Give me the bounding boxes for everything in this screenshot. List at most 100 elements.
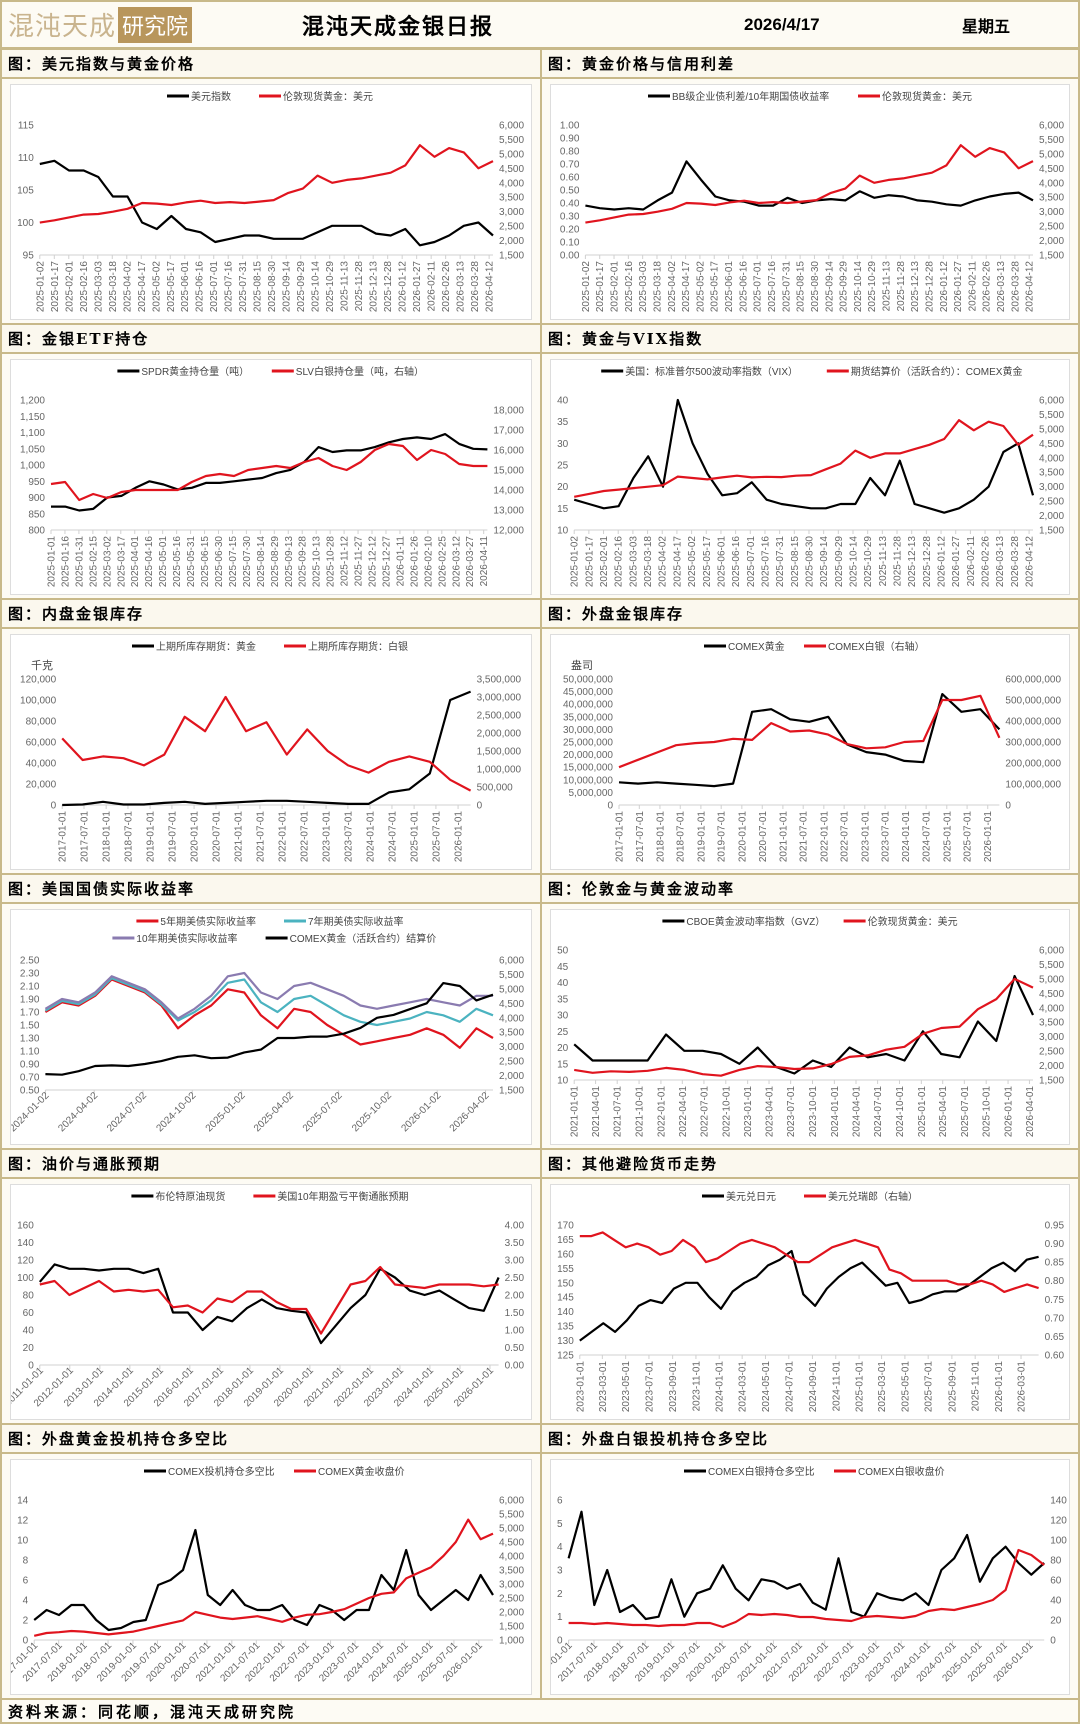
x-axis-tick-label: 2026-02-11: [967, 261, 978, 312]
x-axis-tick-label: 2025-07-16: [760, 536, 771, 588]
x-axis-tick-label: 2025-10-29: [863, 536, 874, 588]
series-line: [33, 1518, 494, 1637]
section-title: 图：黄金价格与信用利差: [542, 50, 1078, 79]
right-axis-tick-label: 3.00: [505, 1256, 525, 1267]
series-line: [567, 1510, 1045, 1621]
left-axis-tick-label: 20,000: [26, 780, 57, 791]
left-axis-tick-label: 45: [557, 962, 569, 973]
x-axis-tick-label: 2024-11-01: [831, 1361, 842, 1412]
right-axis-tick-label: 0.80: [1045, 1276, 1065, 1287]
right-axis-tick-label: 0.75: [1045, 1295, 1065, 1306]
right-axis-tick-label: 0.90: [1045, 1239, 1065, 1250]
left-axis-tick-label: 165: [557, 1235, 574, 1246]
x-axis-tick-label: 2025-09-14: [824, 261, 835, 313]
section-title: 图：其他避险货币走势: [542, 1150, 1078, 1179]
x-axis-tick-label: 2026-03-13: [996, 261, 1007, 313]
legend-label: COMEX白银（右轴）: [828, 640, 925, 653]
x-axis-tick-label: 2025-06-16: [195, 261, 206, 313]
x-axis-tick-label: 2025-10-14: [311, 261, 322, 313]
x-axis-tick-label: 2021-01-01: [778, 811, 789, 863]
x-axis-tick-label: 2025-12-13: [907, 536, 918, 588]
line-chart: BB级企业债利差/10年期国债收益率 伦敦现货黄金：美元 0.00 0.10 0.20 0…: [560, 90, 1065, 313]
x-axis-tick-label: 2025-08-15: [253, 261, 264, 313]
x-axis-tick-label: 2025-09-28: [298, 536, 309, 588]
chart-panel: COMEX白银持仓多空比 COMEX白银收盘价 0 1 2 3 4 5 6 0 20 40 60 80 10…: [550, 1459, 1070, 1695]
chart-section: 图：黄金价格与信用利差 BB级企业债利差/10年期国债收益率 伦敦现货黄金：美元 0.…: [542, 50, 1078, 325]
x-axis-tick-label: 2025-08-14: [256, 536, 267, 588]
left-axis-tick-label: 20: [557, 482, 569, 493]
x-axis-tick-label: 2025-01-17: [50, 261, 61, 313]
left-axis-tick-label: 10: [557, 526, 569, 537]
right-axis-tick-label: 4,000: [499, 1552, 524, 1563]
x-axis-tick-label: 2025-07-31: [775, 536, 786, 588]
left-axis-tick-label: 0.90: [20, 1060, 40, 1071]
chart-grid: 图：美元指数与黄金价格 美元指数 伦敦现货黄金：美元 95 100 105 110 115 1,…: [2, 50, 1078, 1700]
x-axis-tick-label: 2025-12-13: [910, 261, 921, 313]
right-axis-tick-label: 2,000: [499, 1608, 524, 1619]
x-axis-tick-label: 2022-01-01: [819, 811, 830, 863]
x-axis-tick-label: 2025-03-03: [628, 536, 639, 588]
section-title: 图：油价与通胀预期: [2, 1150, 540, 1179]
logo: 混沌天成 研究院: [2, 3, 207, 47]
x-axis-tick-label: 2025-08-30: [810, 261, 821, 313]
line-chart: COMEX白银持仓多空比 COMEX白银收盘价012345602040608010…: [551, 1465, 1067, 1684]
x-axis-tick-label: 2021-10-01: [635, 1086, 646, 1138]
x-axis-tick-label: 2025-06-01: [180, 261, 191, 313]
right-axis-tick-label: 17,000: [493, 426, 524, 437]
x-axis-tick-label: 2024-09-01: [808, 1361, 819, 1413]
x-axis-tick-label: 2025-10-02: [350, 1090, 394, 1134]
right-axis-tick-label: 3,500,000: [477, 675, 522, 686]
left-axis-tick-label: 80: [23, 1291, 35, 1302]
x-axis-tick-label: 2025-01-31: [74, 536, 85, 588]
left-axis-tick-label: 50,000,000: [563, 675, 613, 686]
right-axis-tick-label: 4,000: [1039, 1003, 1064, 1014]
right-axis-tick-label: 5,000: [499, 149, 524, 160]
x-axis-tick-label: 2025-03-03: [638, 261, 649, 313]
left-axis-tick-label: 125: [557, 1351, 574, 1362]
chart-section: 图：黄金与VIX指数 美国：标准普尔500波动率指数（VIX） 期货结算价（活跃合约…: [542, 325, 1078, 600]
x-axis-tick-label: 2026-04-01: [1025, 1086, 1036, 1138]
chart-panel: 美元指数 伦敦现货黄金：美元 95 100 105 110 115 1,500 2,000 2,5…: [10, 84, 532, 320]
x-axis-tick-label: 2025-07-01: [431, 811, 442, 863]
right-axis-tick-label: 2,500: [499, 1594, 524, 1605]
source-footer: 资料来源：同花顺，混沌天成研究院: [8, 1703, 297, 1721]
x-axis-tick-label: 2024-10-02: [154, 1090, 198, 1134]
x-axis-tick-label: 2021-07-01: [799, 811, 810, 863]
right-axis-tick-label: 200,000,000: [1005, 759, 1061, 770]
x-axis-tick-label: 2026-02-25: [437, 536, 448, 588]
x-axis-tick-label: 2020-07-01: [758, 811, 769, 863]
x-axis-tick-label: 2025-04-17: [137, 261, 148, 313]
x-axis-tick-label: 2022-07-01: [840, 811, 851, 863]
x-axis-tick-label: 2017-01-01: [615, 811, 626, 863]
chart-panel: BB级企业债利差/10年期国债收益率 伦敦现货黄金：美元 0.00 0.10 0.20 0…: [550, 84, 1070, 320]
right-axis-tick-label: 2,000: [1039, 1061, 1064, 1072]
right-axis-tick-label: 1,500: [499, 251, 524, 262]
legend-item: CBOE黄金波动率指数（GVZ）: [662, 915, 825, 928]
right-axis-tick-label: 0: [1005, 801, 1011, 812]
legend-item: SLV白银持仓量（吨，右轴）: [271, 365, 424, 378]
right-axis-tick-label: 3,000: [499, 207, 524, 218]
x-axis-tick-label: 2026-01-01: [1004, 1086, 1015, 1138]
right-axis-tick-label: 2.00: [505, 1291, 525, 1302]
x-axis-tick-label: 2024-04-01: [851, 1086, 862, 1138]
x-axis-tick-label: 2025-07-01: [753, 261, 764, 313]
series-line: [618, 692, 1001, 788]
report-date: 2026/4/17: [744, 14, 820, 34]
x-axis-tick-label: 2025-04-02: [252, 1090, 296, 1134]
right-axis-tick-label: 0.70: [1045, 1313, 1065, 1324]
x-axis-tick-label: 2022-01-01: [278, 811, 289, 863]
chart-panel: 上期所库存期货：黄金 上期所库存期货：白银 千克 0 20,000 40,000 60,00…: [10, 634, 532, 870]
x-axis-tick-label: 2025-01-02: [35, 261, 46, 313]
series-line: [62, 690, 472, 807]
x-axis-tick-label: 2025-08-15: [796, 261, 807, 313]
left-axis-tick-label: 95: [23, 251, 35, 262]
x-axis-tick-label: 2024-07-01: [922, 811, 933, 863]
legend-label: 美国10年期盈亏平衡通胀预期: [277, 1190, 408, 1203]
x-axis-tick-label: 2025-03-02: [102, 536, 113, 588]
x-axis-tick-label: 2025-09-01: [947, 1361, 958, 1413]
left-axis-tick-label: 1.10: [20, 1047, 40, 1058]
left-axis-tick-label: 6: [23, 1576, 29, 1587]
x-axis-tick-label: 2021-07-01: [613, 1086, 624, 1138]
x-axis-tick-label: 2026-01-26: [409, 536, 420, 588]
x-axis-tick-label: 2023-01-01: [322, 811, 333, 863]
